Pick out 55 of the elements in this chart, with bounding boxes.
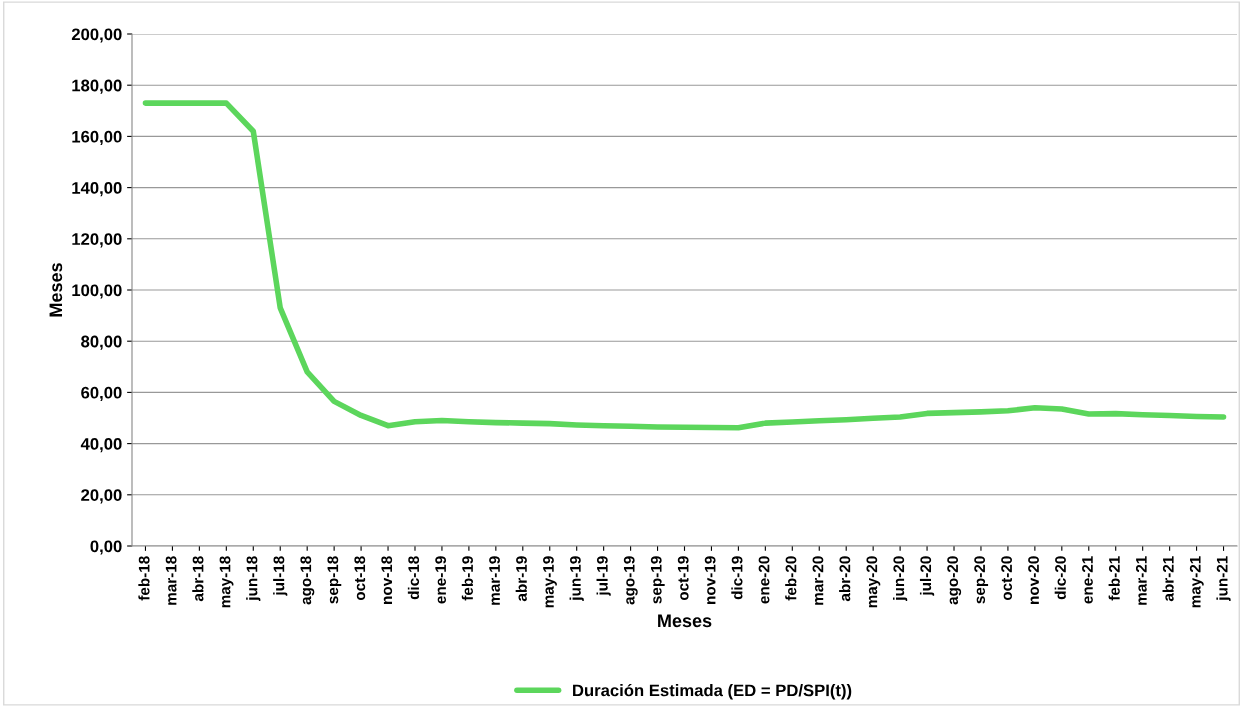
x-tick-label: ago-18 [300, 556, 315, 605]
y-tick-label: 60,00 [81, 386, 122, 402]
y-tick-label: 80,00 [81, 335, 122, 350]
x-tick-label: jun-21 [1216, 556, 1231, 601]
x-tick-label: may-21 [1189, 556, 1204, 608]
x-tick-label: sep-18 [327, 556, 342, 604]
x-tick-label: abr-21 [1162, 556, 1174, 602]
x-tick-label: feb-19 [461, 556, 473, 601]
y-tick-label: 120,00 [72, 233, 122, 248]
x-tick-label: oct-19 [677, 556, 689, 601]
x-tick-label: jul-19 [596, 556, 611, 596]
y-axis-title: Meses [49, 263, 63, 317]
x-tick-label: ene-20 [758, 556, 770, 604]
x-tick-label: mar-18 [165, 556, 177, 605]
x-tick-label: mar-21 [1135, 556, 1147, 605]
x-tick-label: abr-19 [515, 556, 527, 602]
y-tick-label: 180,00 [72, 79, 122, 94]
y-tick-label: 100,00 [72, 284, 122, 299]
y-tick-label: 20,00 [81, 489, 122, 504]
x-tick-label: feb-20 [785, 556, 797, 601]
x-axis-title: Meses [658, 614, 712, 628]
x-tick-label: nov-18 [381, 556, 393, 604]
x-tick-label: jun-20 [892, 556, 908, 601]
x-tick-label: dic-19 [731, 556, 743, 600]
x-tick-label: sep-20 [974, 556, 989, 604]
x-tick-label: abr-18 [192, 556, 204, 602]
x-tick-label: mar-20 [812, 556, 824, 605]
x-tick-label: ago-20 [947, 556, 962, 605]
x-tick-label: may-20 [866, 556, 881, 608]
x-tick-label: dic-18 [407, 556, 420, 600]
x-tick-label: mar-19 [489, 556, 500, 605]
y-tick-label: 40,00 [80, 438, 122, 453]
x-tick-label: sep-19 [650, 556, 665, 604]
x-tick-label: oct-18 [354, 556, 366, 601]
x-tick-label: feb-18 [138, 556, 150, 601]
x-tick-label: oct-20 [1001, 556, 1013, 601]
x-tick-label: ene-19 [435, 556, 447, 604]
y-tick-label: 160,00 [72, 130, 122, 146]
x-tick-label: nov-19 [704, 556, 716, 604]
x-tick-label: jul-18 [273, 556, 288, 596]
x-tick-label: ene-21 [1082, 556, 1093, 604]
x-tick-label: jun-19 [569, 556, 584, 601]
x-tick-label: dic-20 [1054, 556, 1066, 600]
legend-label: Duración Estimada (ED = PD/SPI(t)) [573, 683, 852, 700]
y-tick-label: 140,00 [72, 182, 122, 197]
x-tick-label: may-18 [219, 556, 234, 608]
y-tick-label: 200,00 [71, 28, 122, 43]
y-tick-label: 0,00 [90, 540, 122, 555]
x-tick-label: abr-20 [839, 556, 851, 602]
x-tick-label: jun-18 [246, 556, 261, 601]
x-tick-label: feb-21 [1108, 556, 1120, 601]
x-tick-label: jul-20 [919, 556, 935, 596]
x-tick-label: nov-20 [1028, 556, 1039, 604]
x-tick-label: may-19 [543, 556, 557, 608]
x-tick-label: ago-19 [623, 556, 638, 605]
